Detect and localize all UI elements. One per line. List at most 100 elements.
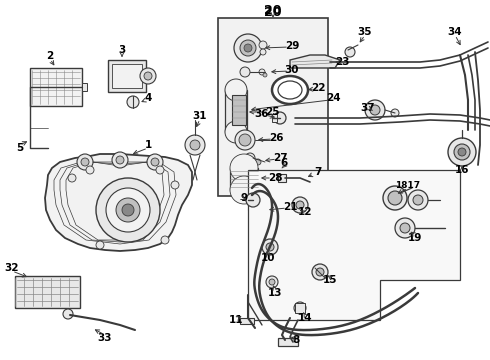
Text: 20: 20 [264,4,282,17]
Text: 8: 8 [293,335,299,345]
Circle shape [260,49,266,55]
Circle shape [161,236,169,244]
Circle shape [365,100,385,120]
Text: 1817: 1817 [395,180,420,189]
Circle shape [116,198,140,222]
Text: 35: 35 [358,27,372,37]
Text: 37: 37 [361,103,375,113]
Bar [82,83,87,91]
Circle shape [400,223,410,233]
Circle shape [77,154,93,170]
Circle shape [112,152,128,168]
Text: 19: 19 [408,233,422,243]
Text: 22: 22 [311,83,325,93]
Text: 14: 14 [298,313,312,323]
Circle shape [244,44,252,52]
Bar [278,338,298,346]
Circle shape [259,69,265,75]
Text: 24: 24 [326,93,341,103]
Text: 33: 33 [98,333,112,343]
Text: 30: 30 [285,65,299,75]
Circle shape [245,153,255,163]
Text: 21: 21 [283,202,297,212]
Circle shape [171,181,179,189]
Text: 13: 13 [268,288,282,298]
Circle shape [239,134,251,146]
Circle shape [147,154,163,170]
Circle shape [81,158,89,166]
Text: 31: 31 [193,111,207,121]
Polygon shape [290,55,340,68]
Circle shape [259,41,267,49]
Circle shape [140,68,156,84]
Circle shape [255,159,261,165]
Circle shape [63,309,73,319]
Bar [240,318,254,324]
Circle shape [240,67,250,77]
Circle shape [122,204,134,216]
Text: 7: 7 [314,167,322,177]
Circle shape [413,195,423,205]
Circle shape [225,79,247,101]
Circle shape [262,239,278,255]
Circle shape [246,193,260,207]
Bar [278,174,286,182]
Bar [108,60,146,92]
Text: 16: 16 [455,165,469,175]
Circle shape [96,178,160,242]
Circle shape [266,276,278,288]
Circle shape [391,109,399,117]
Circle shape [454,144,470,160]
Bar [112,64,142,88]
Ellipse shape [255,203,275,216]
Circle shape [395,218,415,238]
Text: 11: 11 [229,315,243,325]
Circle shape [235,130,255,150]
Text: 5: 5 [16,143,24,153]
Text: 34: 34 [448,27,462,37]
Circle shape [296,201,304,209]
Circle shape [230,176,258,204]
Circle shape [448,138,476,166]
Circle shape [127,96,139,108]
Bar [232,95,246,125]
Ellipse shape [272,76,308,104]
Circle shape [458,148,466,156]
Text: 20: 20 [264,5,282,18]
Circle shape [234,34,262,62]
Text: 1: 1 [145,140,151,150]
Circle shape [156,166,164,174]
Circle shape [185,135,205,155]
Circle shape [106,188,150,232]
Circle shape [383,186,407,210]
Circle shape [240,40,256,56]
Bar [230,168,258,190]
Circle shape [190,140,200,150]
Text: 25: 25 [265,107,279,117]
Circle shape [408,190,428,210]
Circle shape [312,264,328,280]
Text: 6: 6 [280,158,288,168]
Text: 4: 4 [145,93,152,103]
Bar [295,303,305,313]
Circle shape [345,47,355,57]
Text: 10: 10 [261,253,275,263]
Bar [225,90,247,132]
Text: 9: 9 [241,193,247,203]
Ellipse shape [249,199,281,221]
Circle shape [294,302,306,314]
Circle shape [68,174,76,182]
Circle shape [274,112,286,124]
Circle shape [225,121,247,143]
Circle shape [144,72,152,80]
Text: 32: 32 [5,263,19,273]
Text: 28: 28 [268,173,282,183]
Circle shape [370,105,380,115]
Polygon shape [15,276,80,308]
Circle shape [151,158,159,166]
Circle shape [266,243,274,251]
Circle shape [116,156,124,164]
Polygon shape [45,154,192,251]
Text: 2: 2 [47,51,53,61]
Circle shape [316,268,324,276]
